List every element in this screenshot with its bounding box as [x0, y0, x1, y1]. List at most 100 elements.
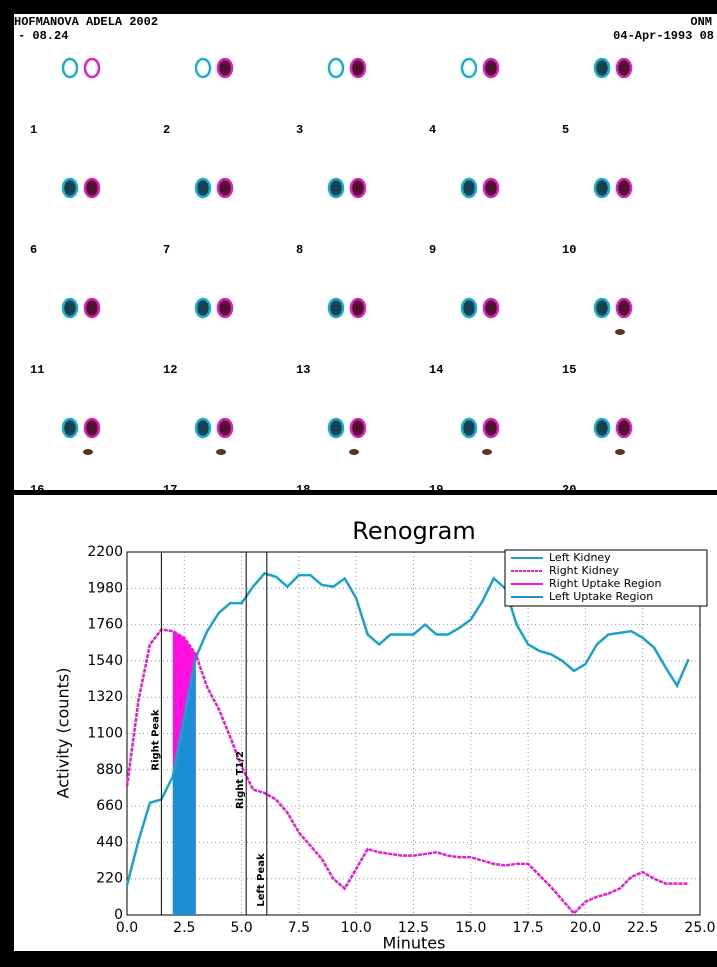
left-kidney [460, 297, 478, 319]
left-kidney [460, 177, 478, 199]
plot-frame [126, 551, 701, 916]
right-kidney [349, 57, 367, 79]
y-tick-label: 1320 [87, 689, 123, 705]
y-tick-label: 1980 [87, 580, 123, 596]
left-kidney [593, 297, 611, 319]
frame-number: 13 [296, 363, 310, 377]
bladder [349, 449, 359, 455]
x-axis-label: Minutes [383, 934, 446, 953]
x-tick-label: 22.5 [627, 920, 658, 936]
legend-label: Right Kidney [549, 564, 619, 577]
y-tick-label: 660 [96, 798, 123, 814]
y-tick-label: 1100 [87, 726, 123, 742]
right-kidney [615, 417, 633, 439]
frame-number: 17 [163, 483, 177, 497]
x-tick-label: 2.5 [173, 920, 195, 936]
legend-label: Left Kidney [549, 551, 611, 564]
y-tick-label: 2200 [87, 544, 123, 560]
frame-number: 5 [562, 123, 569, 137]
marker-label: Right T1/2 [235, 751, 246, 809]
y-tick-label: 440 [96, 834, 123, 850]
left-kidney [593, 177, 611, 199]
left-kidney [327, 177, 345, 199]
bladder [482, 449, 492, 455]
right-kidney [482, 417, 500, 439]
bladder [83, 449, 93, 455]
frames-panel [14, 14, 717, 490]
right-kidney [216, 177, 234, 199]
left-kidney [61, 297, 79, 319]
left-kidney [61, 177, 79, 199]
frame-number: 6 [30, 243, 37, 257]
right-kidney [349, 417, 367, 439]
x-tick-label: 5.0 [230, 920, 252, 936]
right-kidney [615, 297, 633, 319]
frame-number: 1 [30, 123, 37, 137]
left-kidney [327, 417, 345, 439]
frame-number: 11 [30, 363, 44, 377]
bladder [216, 449, 226, 455]
x-tick-label: 17.5 [513, 920, 544, 936]
right-kidney [482, 57, 500, 79]
frame-number: 10 [562, 243, 576, 257]
frame-number: 12 [163, 363, 177, 377]
bladder [615, 329, 625, 335]
frame-number: 4 [429, 123, 436, 137]
left-kidney [460, 417, 478, 439]
frame-number: 14 [429, 363, 443, 377]
right-kidney [83, 417, 101, 439]
left-kidney [194, 297, 212, 319]
left-kidney [327, 57, 345, 79]
legend-label: Right Uptake Region [549, 577, 661, 590]
frame-number: 20 [562, 483, 576, 497]
uptake-area [172, 657, 196, 915]
time: - 08.24 [18, 29, 68, 43]
frame-number: 19 [429, 483, 443, 497]
right-kidney [615, 57, 633, 79]
left-kidney [593, 417, 611, 439]
right-kidney [482, 297, 500, 319]
right-kidney [349, 297, 367, 319]
bladder [615, 449, 625, 455]
x-tick-label: 7.5 [288, 920, 310, 936]
series-line [125, 572, 690, 886]
left-kidney [460, 57, 478, 79]
x-tick-label: 12.5 [398, 920, 429, 936]
date: 04-Apr-1993 08 [613, 29, 714, 43]
y-tick-label: 0 [114, 907, 123, 923]
x-tick-label: 10.0 [341, 920, 372, 936]
marker-label: Left Peak [256, 853, 267, 907]
patient: HOFMANOVA ADELA 2002 [14, 15, 158, 29]
left-kidney [327, 297, 345, 319]
frame-number: 9 [429, 243, 436, 257]
left-kidney [61, 57, 79, 79]
legend-label: Left Uptake Region [549, 590, 653, 603]
right-kidney [216, 417, 234, 439]
x-tick-label: 20.0 [570, 920, 601, 936]
chart: Renogram Minutes Activity (counts) 0 220 4… [54, 517, 716, 953]
chart-title: Renogram [352, 517, 475, 545]
y-tick-label: 880 [96, 762, 123, 778]
dept: ONM [690, 15, 712, 29]
right-kidney [615, 177, 633, 199]
frame-number: 7 [163, 243, 170, 257]
series-line [125, 628, 689, 916]
frame-number: 3 [296, 123, 303, 137]
frame-number: 2 [163, 123, 170, 137]
right-kidney [83, 177, 101, 199]
right-kidney [482, 177, 500, 199]
y-tick-label: 220 [96, 871, 123, 887]
y-tick-label: 1760 [87, 617, 123, 633]
right-kidney [349, 177, 367, 199]
right-kidney [216, 297, 234, 319]
frame-number: 15 [562, 363, 576, 377]
y-tick-label: 1540 [87, 653, 123, 669]
left-kidney [194, 417, 212, 439]
frame-number: 8 [296, 243, 303, 257]
y-axis-label: Activity (counts) [54, 668, 73, 799]
frame-number: 18 [296, 483, 310, 497]
marker-label: Right Peak [150, 709, 161, 771]
